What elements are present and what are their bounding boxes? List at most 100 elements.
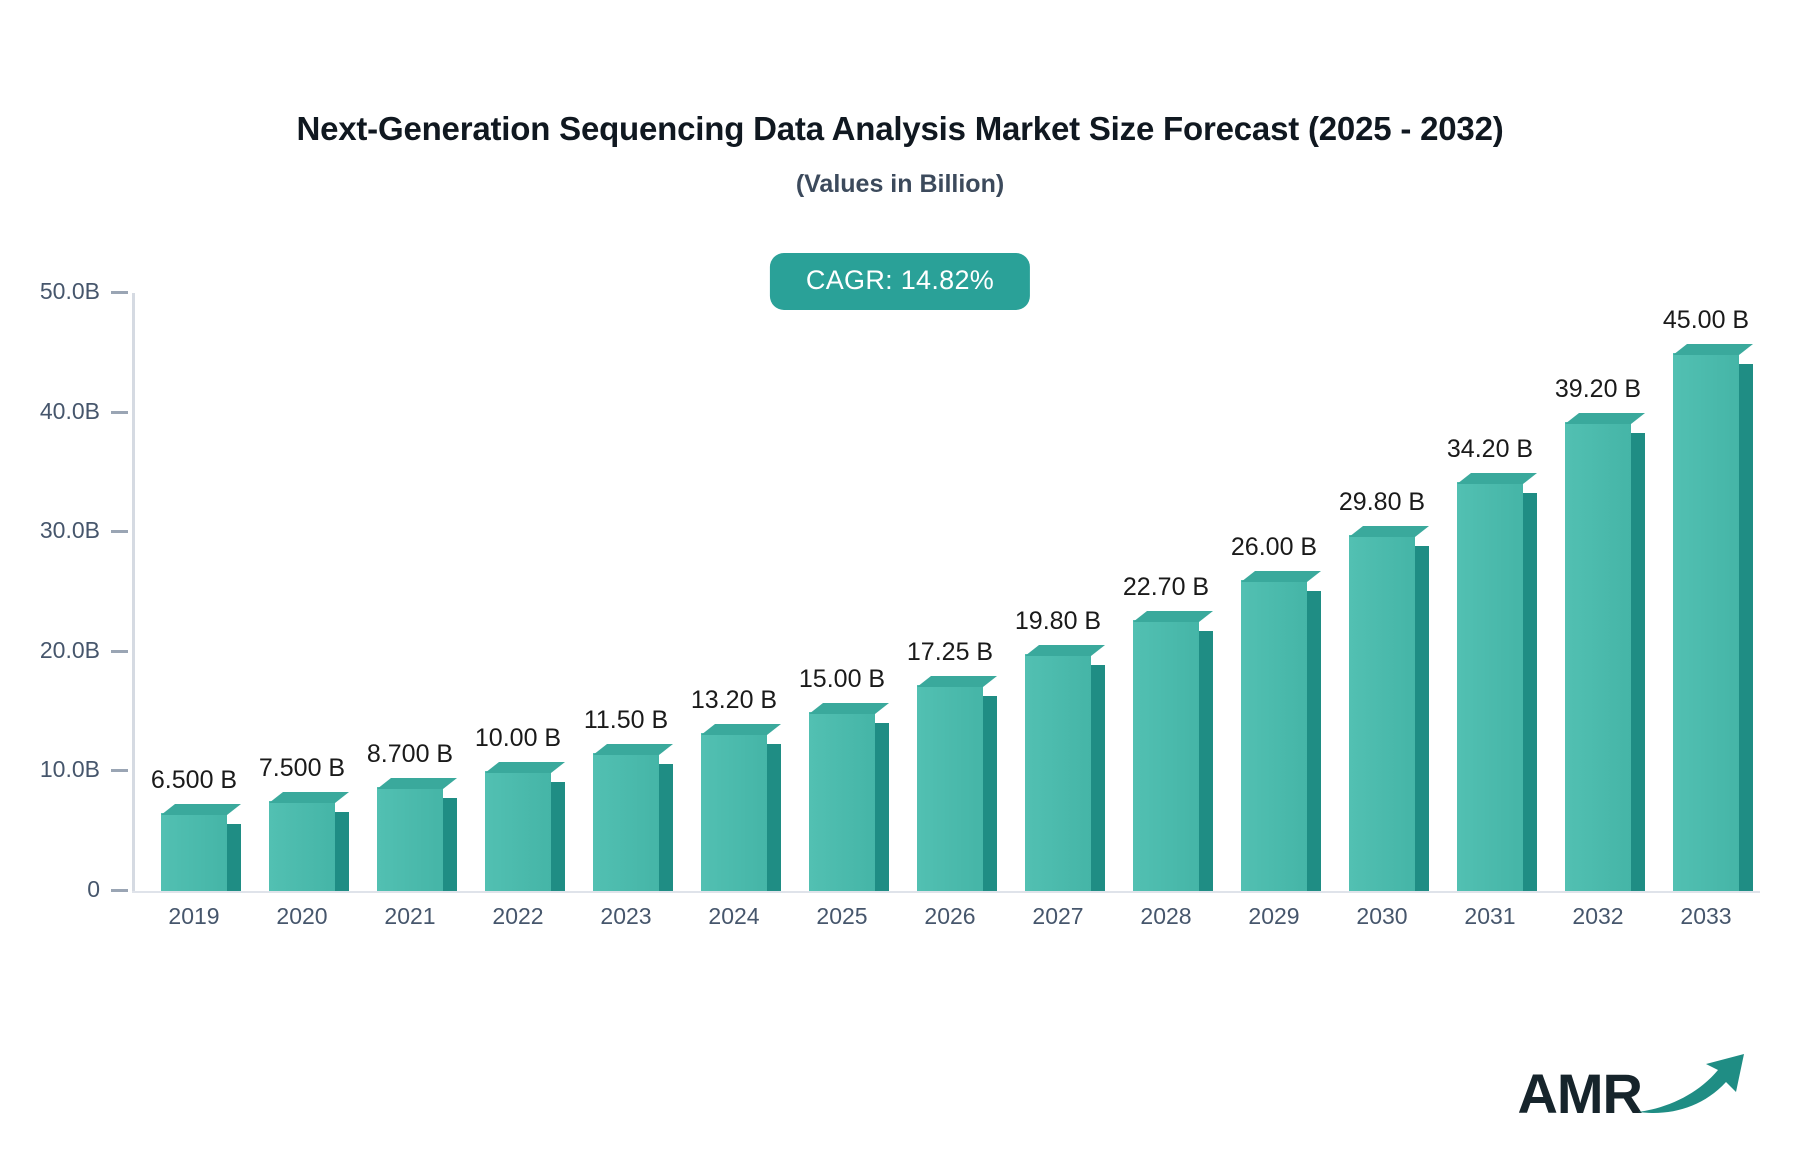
bar-top-face [485, 760, 565, 774]
bar-value-label: 22.70 B [1122, 572, 1210, 601]
bar-front-face [161, 813, 227, 891]
bar-top-face [1349, 524, 1429, 537]
x-axis-tick-label: 2025 [816, 903, 868, 929]
y-axis-tick-label: 20.0B [39, 636, 100, 663]
bar-slot[interactable]: 7.500 B [248, 293, 356, 891]
bar-side-face [443, 797, 457, 891]
bar-side-face [1631, 433, 1645, 891]
bar-value-label: 11.50 B [583, 706, 669, 735]
bar-slot[interactable]: 22.70 B [1112, 293, 1220, 891]
bar[interactable]: 6.500 B [151, 766, 241, 891]
bar-slot[interactable]: 26.00 B [1220, 293, 1328, 891]
bar-slot[interactable]: 19.80 B [1004, 293, 1112, 891]
bar[interactable]: 13.20 B [691, 686, 781, 891]
bar-side-face [335, 812, 349, 891]
bar-value-label: 19.80 B [1014, 607, 1102, 636]
bar[interactable]: 34.20 B [1447, 435, 1537, 891]
bar[interactable]: 8.700 B [367, 740, 457, 891]
bar-front-face [1133, 619, 1199, 891]
bar-slot[interactable]: 45.00 B [1652, 293, 1760, 891]
x-axis-tick-label: 2022 [492, 903, 544, 929]
bar-top-face [593, 742, 673, 756]
bar[interactable]: 26.00 B [1231, 533, 1321, 891]
bar-front-face [269, 801, 335, 891]
bar-slot[interactable]: 29.80 B [1328, 293, 1436, 891]
bar-top-face [1457, 471, 1537, 484]
bar-top-face [269, 790, 349, 804]
y-axis-tick-mark [111, 649, 128, 653]
bar[interactable]: 22.70 B [1123, 573, 1213, 891]
growth-arrow-icon [1632, 1050, 1752, 1125]
bar-slot[interactable]: 10.00 B [464, 293, 572, 891]
x-axis-labels: 2019 2020 2021 2022 2023 2024 2025 2026 2027 2028… [140, 903, 1760, 930]
x-axis-line [132, 891, 1760, 893]
bar[interactable]: 10.00 B [475, 724, 565, 891]
bar-slot[interactable]: 13.20 B [680, 293, 788, 891]
bar-value-label: 26.00 B [1230, 533, 1318, 562]
x-axis-tick-label: 2021 [384, 903, 436, 929]
bar-top-face [161, 802, 241, 816]
bar-value-label: 7.500 B [258, 754, 346, 783]
bar-side-face [1307, 591, 1321, 891]
y-axis-line [132, 293, 135, 893]
bar-front-face [1673, 352, 1739, 891]
bar-side-face [227, 824, 241, 891]
bar-top-face [1133, 609, 1213, 622]
bar-top-face [1025, 643, 1105, 657]
x-axis-tick-label: 2020 [276, 903, 328, 929]
x-axis-tick-label: 2026 [924, 903, 976, 929]
bar-front-face [1349, 534, 1415, 891]
bar-slot[interactable]: 6.500 B [140, 293, 248, 891]
x-axis-tick-label: 2031 [1464, 903, 1516, 929]
bar[interactable]: 29.80 B [1339, 488, 1429, 891]
bar-slot[interactable]: 15.00 B [788, 293, 896, 891]
bar-slot[interactable]: 34.20 B [1436, 293, 1544, 891]
y-axis-tick-mark [111, 889, 128, 892]
bar-top-face [701, 722, 781, 736]
y-axis-tick-label: 10.0B [39, 756, 100, 783]
bar-front-face [809, 711, 875, 891]
bar[interactable]: 7.500 B [259, 754, 349, 891]
bar-front-face [1565, 422, 1631, 891]
x-axis-tick-label: 2024 [708, 903, 760, 929]
bar-front-face [1241, 580, 1307, 891]
chart-subtitle: (Values in Billion) [795, 170, 1005, 198]
y-axis: 0 10.0B 20.0B 30.0B 40.0B 50.0B [0, 278, 132, 902]
bar[interactable]: 17.25 B [907, 638, 997, 891]
bar-value-label: 10.00 B [474, 724, 562, 753]
bar-front-face [701, 733, 767, 891]
x-axis-tick-label: 2019 [168, 903, 220, 929]
bar[interactable]: 45.00 B [1663, 306, 1753, 891]
bar-value-label: 17.25 B [906, 637, 994, 666]
bar-side-face [1739, 363, 1753, 891]
bar[interactable]: 11.50 B [584, 706, 673, 891]
bar-slot[interactable]: 17.25 B [896, 293, 1004, 891]
x-axis-tick-label: 2030 [1356, 903, 1408, 929]
bar-value-label: 8.700 B [366, 739, 454, 768]
y-axis-tick-label: 30.0B [39, 517, 100, 544]
bar-side-face [983, 695, 997, 891]
bar[interactable]: 39.20 B [1555, 375, 1645, 891]
bar-side-face [1415, 545, 1429, 891]
bar-value-label: 13.20 B [690, 686, 778, 715]
bar-front-face [1025, 654, 1091, 891]
bar-slot[interactable]: 11.50 B [572, 293, 680, 891]
bar-front-face [485, 771, 551, 891]
bar-top-face [1241, 569, 1321, 583]
x-axis-tick-label: 2029 [1248, 903, 1300, 929]
bar-top-face [917, 674, 997, 687]
y-axis-tick-mark [111, 410, 128, 414]
y-axis-tick-mark [111, 769, 128, 773]
bar[interactable]: 15.00 B [799, 665, 889, 891]
bar-side-face [1199, 630, 1213, 891]
x-axis-tick-label: 2028 [1140, 903, 1192, 929]
bar-slot[interactable]: 8.700 B [356, 293, 464, 891]
bar-top-face [1673, 342, 1753, 355]
bar-slot[interactable]: 39.20 B [1544, 293, 1652, 891]
x-axis-tick-label: 2032 [1572, 903, 1624, 929]
bar-side-face [659, 764, 673, 891]
x-axis-tick-label: 2033 [1680, 903, 1732, 929]
bar-front-face [593, 753, 659, 891]
bar[interactable]: 19.80 B [1015, 607, 1105, 891]
